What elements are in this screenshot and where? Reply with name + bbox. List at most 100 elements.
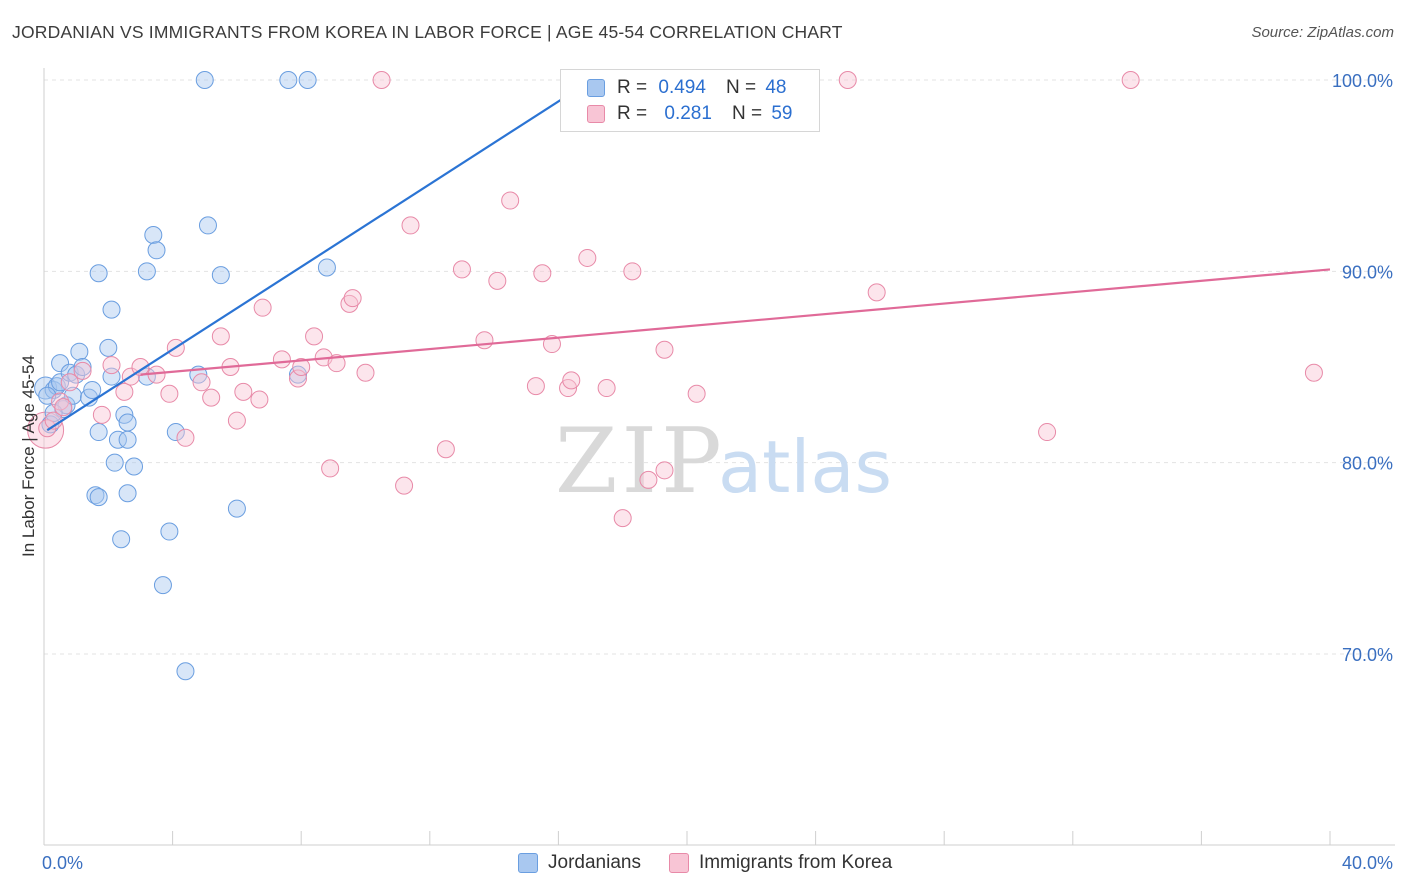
data-point — [51, 392, 70, 411]
legend-r-value: 0.494 — [658, 77, 706, 98]
data-point — [147, 241, 166, 260]
data-point — [60, 373, 79, 392]
data-point — [597, 379, 616, 398]
trend-lines — [46, 69, 1331, 432]
y-tick-label: 80.0% — [1342, 454, 1393, 474]
data-point — [1304, 363, 1323, 382]
data-point — [578, 248, 597, 267]
data-point — [44, 403, 63, 422]
data-point — [86, 486, 105, 505]
data-point — [192, 373, 211, 392]
data-point — [108, 430, 127, 449]
legend-n-value: 48 — [765, 77, 787, 98]
data-point — [153, 576, 172, 595]
data-point — [475, 331, 494, 350]
data-point — [38, 419, 57, 438]
data-point — [118, 413, 137, 432]
legend-swatch-korea — [587, 105, 605, 123]
data-point — [687, 384, 706, 403]
data-point — [253, 298, 272, 317]
data-point — [838, 71, 857, 89]
chart-title: JORDANIAN VS IMMIGRANTS FROM KOREA IN LA… — [12, 22, 843, 42]
data-point — [198, 216, 217, 235]
data-point — [488, 271, 507, 290]
data-point — [288, 369, 307, 388]
data-point — [613, 509, 632, 528]
data-point — [401, 216, 420, 235]
y-tick-label: 90.0% — [1342, 262, 1393, 282]
data-point — [452, 260, 471, 279]
data-point — [125, 457, 144, 476]
y-tick-label: 100.0% — [1332, 71, 1393, 91]
data-point — [166, 423, 185, 442]
data-point — [533, 264, 552, 283]
data-point — [298, 71, 317, 89]
data-point — [655, 461, 674, 480]
data-point — [176, 428, 195, 447]
data-point — [112, 530, 131, 549]
data-points — [27, 71, 1323, 681]
grid-lines — [44, 79, 1395, 655]
data-point — [131, 358, 150, 376]
y-axis-title: In Labor Force | Age 45-54 — [19, 355, 38, 557]
data-point — [250, 390, 269, 409]
data-point — [436, 440, 455, 459]
legend-item-jordanians[interactable]: Jordanians — [518, 852, 641, 874]
data-point — [89, 264, 108, 283]
data-point — [73, 358, 92, 376]
legend-item-korea[interactable]: Immigrants from Korea — [668, 852, 892, 874]
correlation-legend: R = 0.494 N = 48 R = 0.281 N = 59 — [560, 69, 820, 132]
data-point — [321, 459, 340, 478]
legend-r-label: R = — [617, 103, 648, 124]
data-point — [118, 430, 137, 449]
legend-swatch-korea — [668, 853, 689, 873]
data-point — [292, 358, 311, 376]
data-point — [343, 289, 362, 308]
data-point — [92, 405, 111, 424]
legend-row-korea: R = 0.281 N = 59 — [587, 102, 792, 126]
data-point — [102, 300, 121, 319]
data-point — [1121, 71, 1140, 89]
watermark: ZIP atlas — [555, 409, 892, 514]
data-point — [51, 373, 70, 392]
data-point — [115, 382, 134, 401]
legend-row-jordanians: R = 0.494 N = 48 — [587, 76, 786, 100]
data-point — [83, 380, 102, 399]
watermark-zip: ZIP — [555, 409, 726, 514]
series-legend: Jordanians Immigrants from Korea — [518, 852, 920, 874]
x-tick-label: 0.0% — [42, 853, 83, 873]
data-point — [395, 476, 414, 495]
data-point — [867, 283, 886, 302]
data-point — [623, 262, 642, 281]
legend-n-label: N = — [731, 103, 763, 124]
axis-labels: 70.0% 80.0% 90.0% 100.0% 0.0% 40.0% In Labor F… — [19, 71, 1393, 873]
legend-label-jordanians: Jordanians — [548, 852, 641, 873]
data-point — [70, 342, 89, 361]
x-tick-label: 40.0% — [1342, 853, 1393, 873]
legend-n-label: N = — [725, 77, 757, 98]
data-point — [227, 411, 246, 430]
data-point — [317, 258, 336, 277]
data-point — [340, 294, 359, 313]
data-point — [542, 335, 561, 354]
source-label: Source: ZipAtlas.com — [1251, 24, 1394, 41]
data-point — [211, 327, 230, 346]
data-point — [54, 398, 73, 417]
data-point — [160, 384, 179, 403]
data-point — [51, 354, 70, 373]
data-point — [102, 356, 121, 375]
data-point — [234, 382, 253, 401]
data-point — [99, 338, 118, 357]
legend-n-value: 59 — [771, 103, 793, 124]
legend-swatch-jordanians — [587, 79, 605, 97]
data-point — [176, 662, 195, 681]
legend-swatch-jordanians — [518, 853, 538, 873]
data-point — [356, 363, 375, 382]
data-point — [89, 488, 108, 507]
legend-r-value: 0.281 — [664, 103, 712, 124]
data-point — [279, 71, 298, 89]
data-point — [89, 423, 108, 442]
data-point — [160, 522, 179, 541]
data-point — [501, 191, 520, 210]
